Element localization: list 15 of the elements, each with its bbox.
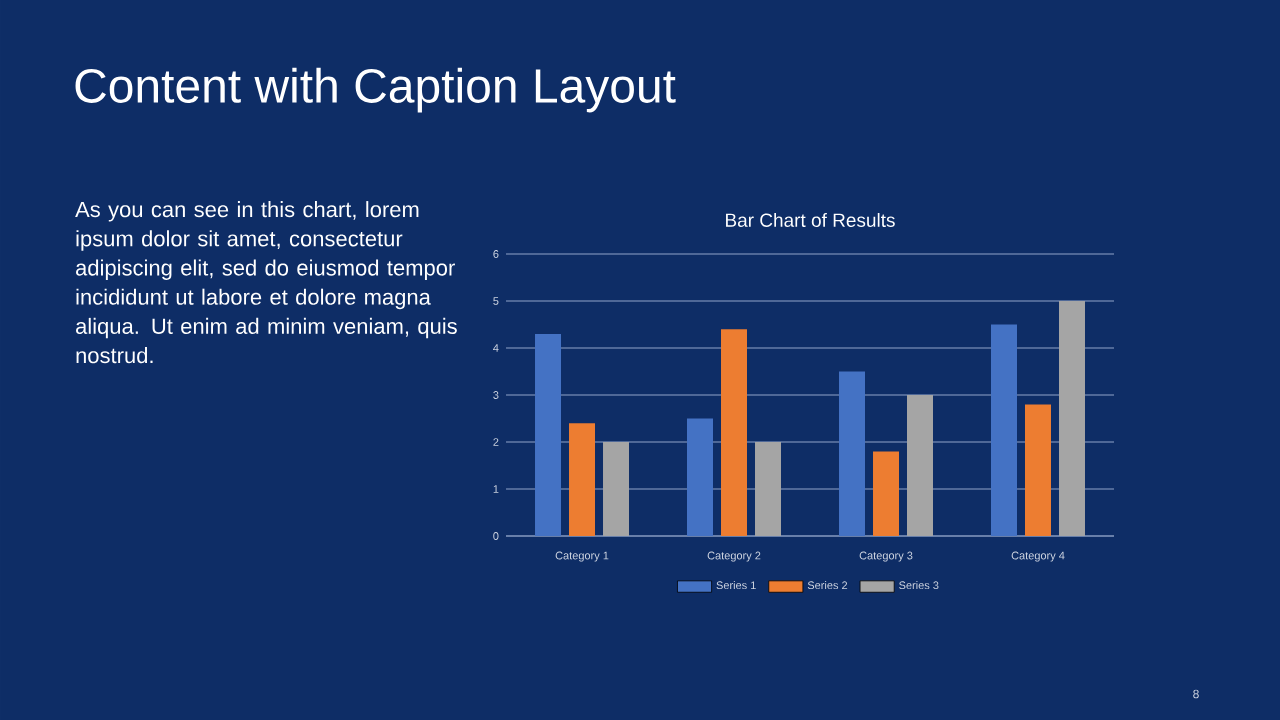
bar: [687, 418, 714, 536]
text: Content with Caption Layout: [75, 67, 676, 113]
bar: [721, 329, 748, 536]
bar: [991, 324, 1017, 536]
bar: [873, 451, 899, 536]
text: As you can see in this chart, lorem ipsum dolor sit amet, consectetur adipiscing elit, sed do eiusmod tempor incididunt ut labore et dolore magna aliqua. Ut enim ad minim veniam, quis nostrud.: [75, 201, 457, 364]
bar: [535, 333, 562, 536]
bar: [755, 442, 782, 536]
bar: [1025, 404, 1052, 536]
bar: [569, 423, 595, 536]
bar: [839, 371, 865, 536]
bar: [1059, 301, 1085, 536]
chart-title: Bar Chart of Results: [726, 213, 895, 227]
bar: [603, 442, 630, 536]
bar: [907, 395, 933, 536]
